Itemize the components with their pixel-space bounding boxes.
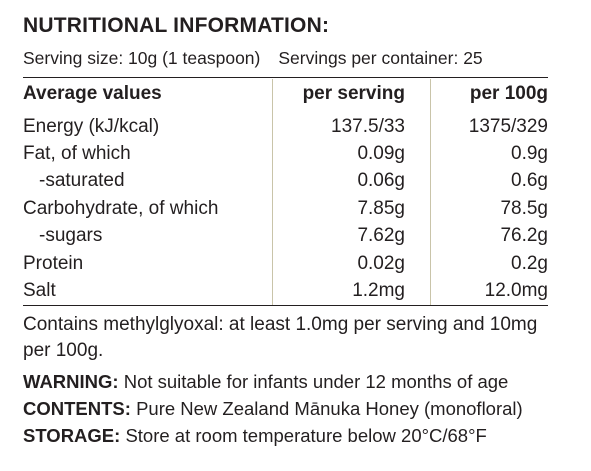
serving-size: Serving size: 10g (1 teaspoon): [23, 48, 261, 68]
row-per-100g: 0.9g: [511, 143, 548, 164]
serving-info: Serving size: 10g (1 teaspoon) Servings p…: [23, 48, 483, 69]
header-average-values: Average values: [23, 83, 162, 104]
row-per-100g: 76.2g: [500, 225, 548, 246]
warning-line: WARNING: Not suitable for infants under …: [23, 371, 508, 393]
storage-label: STORAGE:: [23, 425, 121, 446]
row-name: Energy (kJ/kcal): [23, 116, 160, 137]
warning-label: WARNING:: [23, 371, 119, 392]
row-name: Salt: [23, 280, 56, 301]
row-name: Carbohydrate, of which: [23, 198, 219, 219]
table-row-carbohydrate: Carbohydrate, of which 7.85g 78.5g: [23, 196, 548, 222]
row-per-serving: 137.5/33: [331, 116, 405, 137]
warning-text: Not suitable for infants under 12 months…: [123, 371, 509, 392]
label-title: NUTRITIONAL INFORMATION:: [23, 14, 330, 37]
column-divider-1: [272, 79, 273, 305]
table-row-energy: Energy (kJ/kcal) 137.5/33 1375/329: [23, 114, 548, 140]
table-header: Average values per serving per 100g: [23, 81, 548, 107]
table-row-protein: Protein 0.02g 0.2g: [23, 251, 548, 277]
methylglyoxal-note: Contains methylglyoxal: at least 1.0mg p…: [23, 314, 538, 361]
table-bottom-divider: [23, 305, 548, 306]
row-per-100g: 0.2g: [511, 253, 548, 274]
servings-per-container: Servings per container: 25: [278, 48, 483, 68]
header-per-100g: per 100g: [469, 83, 548, 104]
row-name: Protein: [23, 253, 84, 274]
row-per-100g: 0.6g: [511, 170, 548, 191]
row-name: -saturated: [39, 170, 125, 191]
row-name: Fat, of which: [23, 143, 131, 164]
row-per-100g: 1375/329: [468, 116, 548, 137]
table-row-salt: Salt 1.2mg 12.0mg: [23, 278, 548, 304]
table-row-sugars: -sugars 7.62g 76.2g: [23, 223, 548, 249]
row-per-serving: 7.85g: [357, 198, 405, 219]
header-per-serving: per serving: [302, 83, 405, 104]
row-per-serving: 0.02g: [357, 253, 405, 274]
row-per-100g: 78.5g: [500, 198, 548, 219]
contents-text: Pure New Zealand Mānuka Honey (monoflora…: [136, 398, 523, 419]
contents-line: CONTENTS: Pure New Zealand Mānuka Honey …: [23, 398, 523, 420]
table-top-divider: [23, 77, 548, 78]
contents-label: CONTENTS:: [23, 398, 131, 419]
row-per-serving: 0.06g: [357, 170, 405, 191]
row-per-serving: 1.2mg: [352, 280, 405, 301]
storage-line: STORAGE: Store at room temperature below…: [23, 425, 487, 447]
table-row-saturated: -saturated 0.06g 0.6g: [23, 168, 548, 194]
row-per-serving: 7.62g: [357, 225, 405, 246]
column-divider-2: [430, 79, 431, 305]
storage-text: Store at room temperature below 20°C/68°…: [125, 425, 487, 446]
row-per-serving: 0.09g: [357, 143, 405, 164]
table-row-fat: Fat, of which 0.09g 0.9g: [23, 141, 548, 167]
row-name: -sugars: [39, 225, 103, 246]
row-per-100g: 12.0mg: [484, 280, 548, 301]
